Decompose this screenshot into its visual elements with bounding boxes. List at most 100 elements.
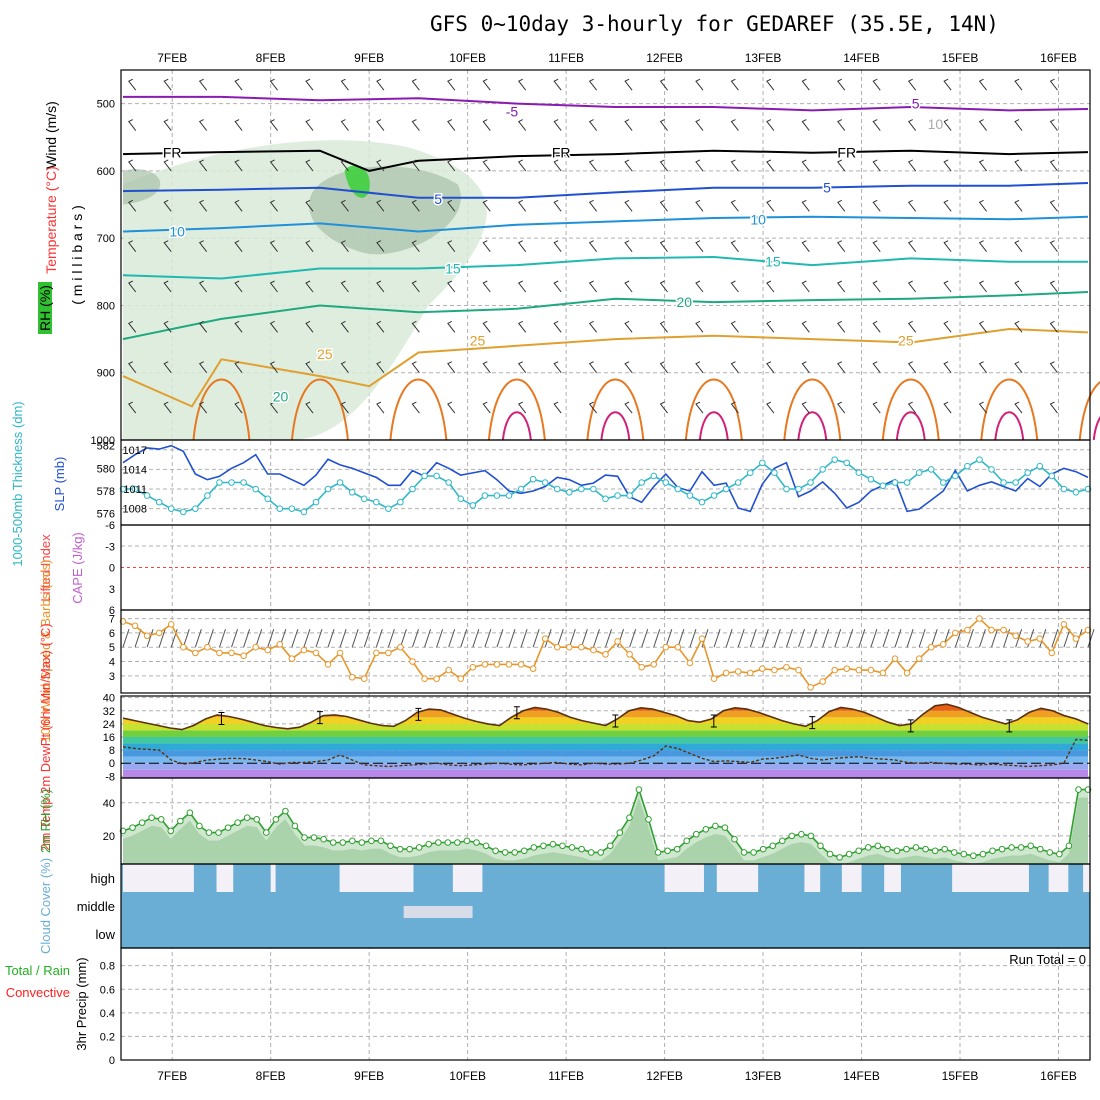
slp-line-point	[445, 479, 452, 486]
contour-20	[122, 291, 1089, 341]
wind10-speed-line-point	[722, 669, 730, 677]
slp-line-point	[228, 479, 235, 486]
wind10-speed-line-point	[915, 655, 923, 662]
slp-line-point	[698, 498, 706, 506]
rh2m-line-point	[578, 845, 585, 853]
contour-label: FR	[837, 145, 856, 161]
wind10-speed-line-point	[952, 629, 959, 637]
wind-barb	[837, 199, 846, 212]
wind10-speed-line-point	[1036, 635, 1044, 642]
wind-barb	[872, 199, 881, 212]
wind-barb	[659, 240, 668, 252]
wind10-speed-line-point	[409, 658, 416, 665]
wind-barb	[624, 401, 633, 414]
wind-barb	[801, 401, 810, 414]
diurnal-lobe-30	[881, 378, 940, 441]
contour-label: 20	[676, 294, 692, 310]
cloud-high-clear	[216, 864, 234, 892]
rh2m-area-dark	[122, 797, 1089, 872]
wind-barb	[624, 320, 633, 333]
rh2m-line-point	[482, 842, 490, 850]
wind10-barb	[436, 629, 444, 648]
temp2m-line	[122, 703, 1089, 731]
slp-line-point	[264, 495, 272, 503]
slp-line-point	[614, 492, 621, 499]
date-label-top: 9FEB	[354, 51, 384, 65]
wind10-speed-line-point	[312, 649, 320, 657]
rh2m-line-point	[444, 839, 452, 846]
wind10-speed-line-point	[469, 663, 477, 671]
wind-barb	[907, 199, 917, 212]
wind10-barb	[315, 629, 323, 648]
wind10-speed-line-point	[493, 661, 501, 668]
wind-barb	[1049, 240, 1058, 252]
wind10-barb	[725, 629, 733, 648]
wind-barb	[978, 119, 987, 131]
wind-barb	[517, 280, 527, 293]
slp-line-point	[300, 508, 308, 516]
wind-barb	[163, 240, 172, 252]
wind-barb	[128, 361, 137, 374]
ylabel-temp2m: 2m Temp 2m DewPt (6hr Min/Max) (°C)	[38, 623, 53, 850]
wind-barb	[553, 119, 562, 131]
wind-barb	[340, 78, 349, 91]
li-tick: 3	[109, 584, 115, 596]
slp-line-point	[602, 495, 609, 503]
wind-barb	[659, 159, 668, 172]
wind10-speed-line-point	[143, 632, 151, 640]
wind-barb	[801, 199, 810, 212]
cloud-high-clear	[270, 864, 276, 892]
wind-barb	[872, 78, 881, 91]
wind-barb	[482, 401, 491, 414]
slp-line-point	[167, 505, 175, 512]
li-tick: 6	[109, 605, 115, 617]
cloud-high-clear	[841, 864, 862, 892]
slp-line-point	[783, 485, 790, 493]
wind-barb	[411, 361, 420, 374]
wind-barb	[766, 78, 775, 91]
wind-barb	[624, 119, 633, 131]
wind-barb	[447, 401, 456, 414]
cloud-low-mid	[121, 892, 1090, 948]
wind-tick: 7	[109, 614, 115, 626]
wind-barb	[624, 78, 633, 91]
wind-barb	[943, 280, 952, 293]
rh2m-line-point	[989, 847, 996, 855]
date-label-bottom: 13FEB	[745, 1069, 782, 1083]
wind-barb	[163, 119, 172, 131]
rh2m-line-point	[692, 830, 700, 838]
rh2m-line-point	[138, 819, 146, 826]
wind-barb	[517, 78, 527, 91]
wind-barb	[695, 119, 704, 131]
wind-barb	[447, 240, 456, 252]
slp-line-point	[553, 485, 561, 493]
slp-line-point	[939, 479, 947, 486]
slp-line-point	[421, 472, 428, 480]
rh2m-line-point	[224, 824, 232, 831]
rh2m-line-point	[712, 822, 719, 830]
slp-line-point	[505, 492, 513, 499]
wind-barb	[659, 119, 668, 131]
wind10-speed-line-point	[903, 669, 911, 677]
wind-barb	[163, 320, 172, 333]
slp-line-point	[662, 479, 670, 486]
wind-barb	[163, 401, 172, 414]
temp-tick: 24	[103, 719, 115, 731]
wind-barb	[1014, 240, 1023, 252]
precip-tick: 0.4	[100, 1008, 115, 1020]
wind-barb	[978, 78, 987, 91]
rh2m-line-point	[148, 814, 155, 821]
wind10-speed-line-point	[372, 649, 380, 657]
wind10-barb	[472, 629, 480, 648]
wind-barb	[340, 401, 349, 414]
wind10-speed-line-point	[783, 663, 790, 671]
wind-barb	[269, 320, 278, 333]
diurnal-lobe-30	[980, 378, 1039, 441]
wind-barb	[269, 159, 278, 172]
slp-tick: 1014	[123, 464, 147, 476]
wind-barb	[730, 199, 739, 212]
rh2m-line-point	[645, 816, 652, 823]
wind-barb	[234, 199, 243, 212]
diurnal-lobe-35	[797, 411, 828, 441]
